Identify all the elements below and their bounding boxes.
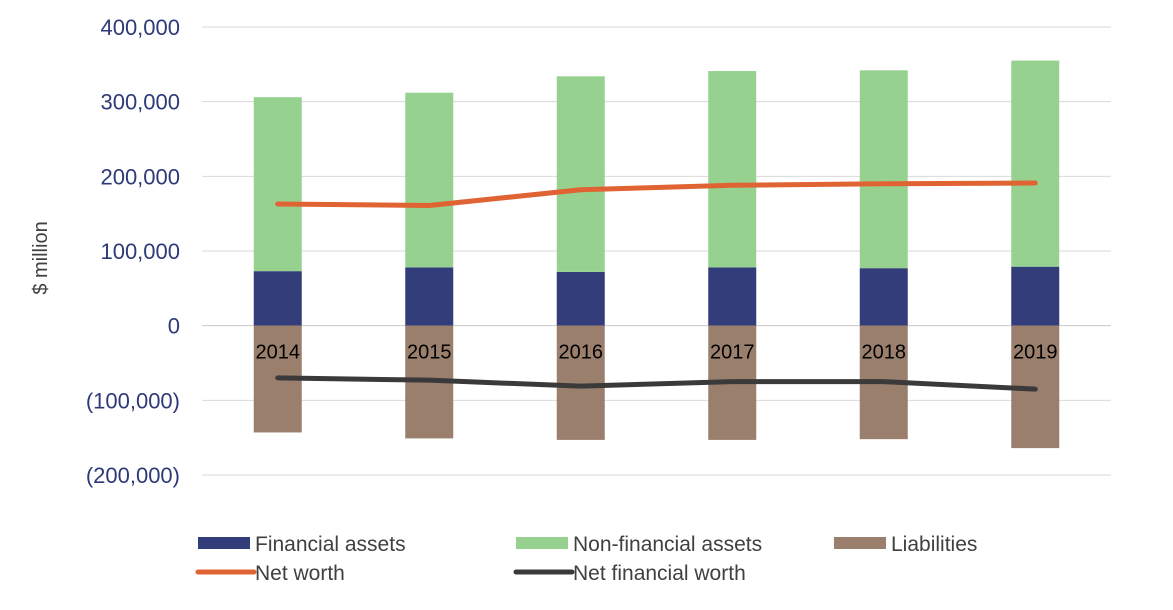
legend-label-net-financial-worth: Net financial worth <box>573 562 746 585</box>
lines <box>275 180 1038 392</box>
x-tick-label: 2019 <box>1013 342 1058 364</box>
bar-liabilities-2016 <box>556 325 605 440</box>
x-tick-label: 2018 <box>862 342 907 364</box>
bar-non-financial-assets-2016 <box>556 76 605 272</box>
x-tick-labels: 2014 2015 2016 2017 2018 2019 <box>256 342 1058 364</box>
y-tick-label: 300,000 <box>100 90 180 115</box>
y-tick-label: 0 <box>168 314 180 339</box>
y-tick-label: (200,000) <box>86 463 180 488</box>
y-tick-label: 400,000 <box>100 15 180 40</box>
y-tick-label: (100,000) <box>86 388 180 413</box>
legend-swatch-financial-assets <box>198 537 250 549</box>
bar-non-financial-assets-2014 <box>253 97 302 272</box>
legend-label-liabilities: Liabilities <box>891 533 977 556</box>
bar-non-financial-assets-2018 <box>859 70 908 269</box>
bar-financial-assets-2018 <box>859 268 908 326</box>
bar-financial-assets-2019 <box>1011 266 1060 326</box>
legend: Financial assets Non-financial assets Liab… <box>195 533 977 585</box>
line-net-financial-worth <box>275 375 1038 392</box>
legend-swatch-non-financial-assets <box>516 537 568 549</box>
bar-financial-assets-2016 <box>556 271 605 326</box>
x-tick-label: 2017 <box>710 342 755 364</box>
y-tick-label: 200,000 <box>100 164 180 189</box>
x-tick-label: 2015 <box>407 342 452 364</box>
bar-non-financial-assets-2017 <box>708 71 757 268</box>
y-axis-label: $ million <box>30 221 52 294</box>
x-tick-label: 2016 <box>559 342 604 364</box>
legend-label-net-worth: Net worth <box>255 562 345 585</box>
bar-financial-assets-2017 <box>708 267 757 326</box>
gridlines <box>202 26 1111 476</box>
legend-label-financial-assets: Financial assets <box>255 533 406 556</box>
bar-financial-assets-2014 <box>253 271 302 326</box>
bar-financial-assets-2015 <box>405 267 454 326</box>
y-tick-labels: 400,000 300,000 200,000 100,000 0 (100,000) (2… <box>86 15 180 488</box>
legend-label-non-financial-assets: Non-financial assets <box>573 533 762 556</box>
bars <box>253 60 1060 449</box>
y-tick-label: 100,000 <box>100 239 180 264</box>
bar-non-financial-assets-2015 <box>405 92 454 268</box>
line-net-worth <box>275 180 1038 208</box>
x-tick-label: 2014 <box>256 342 301 364</box>
bar-non-financial-assets-2019 <box>1011 60 1060 267</box>
legend-swatch-liabilities <box>834 537 886 549</box>
